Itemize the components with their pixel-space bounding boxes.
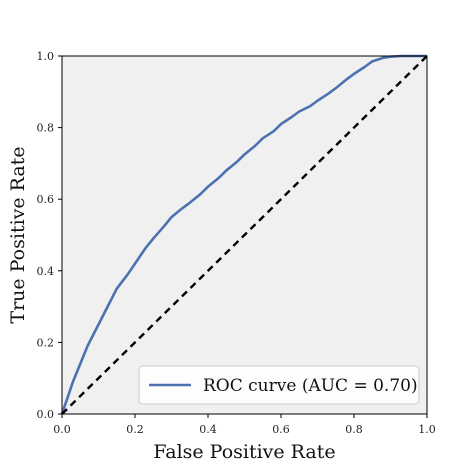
x-axis-ticks: 0.0 0.2 0.4 0.6 0.8 1.0 bbox=[53, 414, 436, 436]
y-tick-label: 0.4 bbox=[37, 265, 55, 278]
y-axis-ticks: 0.0 0.2 0.4 0.6 0.8 1.0 bbox=[37, 50, 62, 421]
y-tick-label: 0.2 bbox=[37, 336, 55, 349]
chance-diagonal-line bbox=[61, 55, 428, 415]
y-tick-label: 0.8 bbox=[37, 122, 55, 135]
x-tick-label: 0.8 bbox=[345, 423, 363, 436]
legend-label-roc: ROC curve (AUC = 0.70) bbox=[203, 376, 418, 396]
y-axis-title: True Positive Rate bbox=[7, 146, 29, 323]
x-tick-label: 0.4 bbox=[199, 423, 217, 436]
y-tick-label: 0.6 bbox=[37, 193, 55, 206]
legend: ROC curve (AUC = 0.70) bbox=[138, 365, 420, 405]
legend-box bbox=[138, 365, 420, 405]
x-axis-title: False Positive Rate bbox=[153, 441, 335, 463]
x-tick-label: 0.2 bbox=[126, 423, 144, 436]
x-tick-label: 0.6 bbox=[272, 423, 290, 436]
x-tick-label: 1.0 bbox=[418, 423, 436, 436]
y-tick-label: 1.0 bbox=[37, 50, 55, 63]
y-tick-label: 0.0 bbox=[37, 408, 55, 421]
series-layer bbox=[60, 54, 428, 415]
x-tick-label: 0.0 bbox=[53, 423, 71, 436]
roc-curve-line bbox=[60, 54, 427, 415]
plot-frame bbox=[61, 55, 428, 415]
